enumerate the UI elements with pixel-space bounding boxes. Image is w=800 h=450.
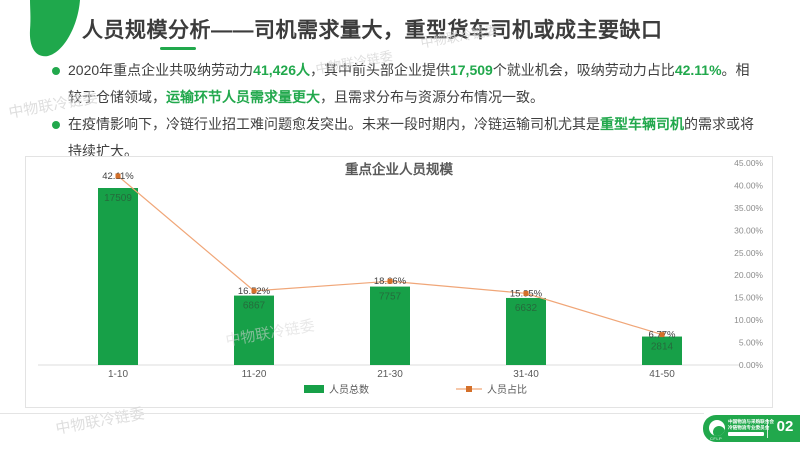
line-marker [387, 278, 393, 284]
right-axis-tick-label: 45.00% [734, 158, 763, 168]
bullet-dot-icon [52, 121, 60, 129]
bullet-list: 2020年重点企业共吸纳劳动力41,426人，其中前头部企业提供17,509个就… [52, 57, 762, 165]
x-tick-label: 11-20 [242, 369, 267, 380]
legend-line-marker [466, 386, 472, 392]
bar-value-label: 2814 [651, 342, 674, 353]
bar [234, 295, 274, 365]
footer-divider [0, 413, 704, 414]
page-title: 人员规模分析——司机需求量大，重型货车司机或成主要缺口 [82, 19, 663, 42]
right-axis-tick-label: 15.00% [734, 293, 763, 303]
right-axis-tick-label: 20.00% [734, 270, 763, 280]
right-axis-tick-label: 30.00% [734, 225, 763, 235]
bar [506, 297, 546, 365]
org-name-line1: 中国物流与采购联合会 [728, 419, 774, 424]
footer-logo-badge: CFLP 中国物流与采购联合会 冷链物流专业委员会 02 [703, 415, 800, 442]
right-axis-tick-label: 25.00% [734, 248, 763, 258]
title-underline-decoration [160, 47, 196, 50]
bar-value-label: 7757 [379, 292, 402, 303]
org-name-block: 中国物流与采购联合会 冷链物流专业委员会 [728, 419, 774, 436]
legend-bar-swatch [304, 385, 324, 393]
line-marker [659, 332, 665, 338]
chart-card: 重点企业人员规模 0.00% 5.00% 10.00% 15.00% 20.00% 25.0… [25, 156, 773, 408]
org-subtitle-strip [728, 432, 764, 436]
x-tick-label: 41-50 [649, 369, 675, 380]
corner-leaf-icon [29, 0, 81, 57]
people-scale-chart: 重点企业人员规模 0.00% 5.00% 10.00% 15.00% 20.00% 25.0… [38, 158, 764, 396]
page-number: 02 [776, 418, 794, 435]
right-axis-tick-label: 10.00% [734, 315, 763, 325]
right-axis-tick-label: 5.00% [739, 338, 764, 348]
badge-divider [767, 419, 768, 438]
bullet-dot-icon [52, 67, 60, 75]
right-axis-tick-label: 40.00% [734, 180, 763, 190]
chart-title: 重点企业人员规模 [345, 161, 453, 177]
org-abbr: CFLP [710, 436, 723, 441]
right-axis-tick-label: 35.00% [734, 203, 763, 213]
right-axis-tick-label: 0.00% [739, 360, 764, 370]
bullet-item: 在疫情影响下，冷链行业招工难问题愈发突出。未来一段时期内，冷链运输司机尤其是重型… [52, 111, 762, 165]
x-tick-label: 1-10 [108, 369, 128, 380]
legend-line-label: 人员占比 [487, 383, 527, 396]
line-marker [115, 173, 121, 179]
cflp-logo-icon [709, 420, 725, 436]
bullet-item: 2020年重点企业共吸纳劳动力41,426人，其中前头部企业提供17,509个就… [52, 57, 762, 111]
legend-bar-label: 人员总数 [329, 383, 369, 396]
x-tick-label: 31-40 [513, 369, 539, 380]
bullet-text: 在疫情影响下，冷链行业招工难问题愈发突出。未来一段时期内，冷链运输司机尤其是重型… [68, 116, 754, 159]
line-marker [251, 288, 257, 294]
org-name-line2: 冷链物流专业委员会 [728, 424, 770, 430]
line-marker [523, 290, 529, 296]
bar [370, 286, 410, 365]
x-tick-label: 21-30 [377, 369, 403, 380]
bar-value-label: 6867 [243, 301, 266, 312]
logo-swoosh-shape [713, 426, 725, 436]
bullet-text: 2020年重点企业共吸纳劳动力41,426人，其中前头部企业提供17,509个就… [68, 62, 750, 105]
bar-value-label: 17509 [104, 193, 132, 204]
bar [642, 336, 682, 365]
bar [98, 188, 138, 365]
bar-value-label: 6632 [515, 303, 538, 314]
